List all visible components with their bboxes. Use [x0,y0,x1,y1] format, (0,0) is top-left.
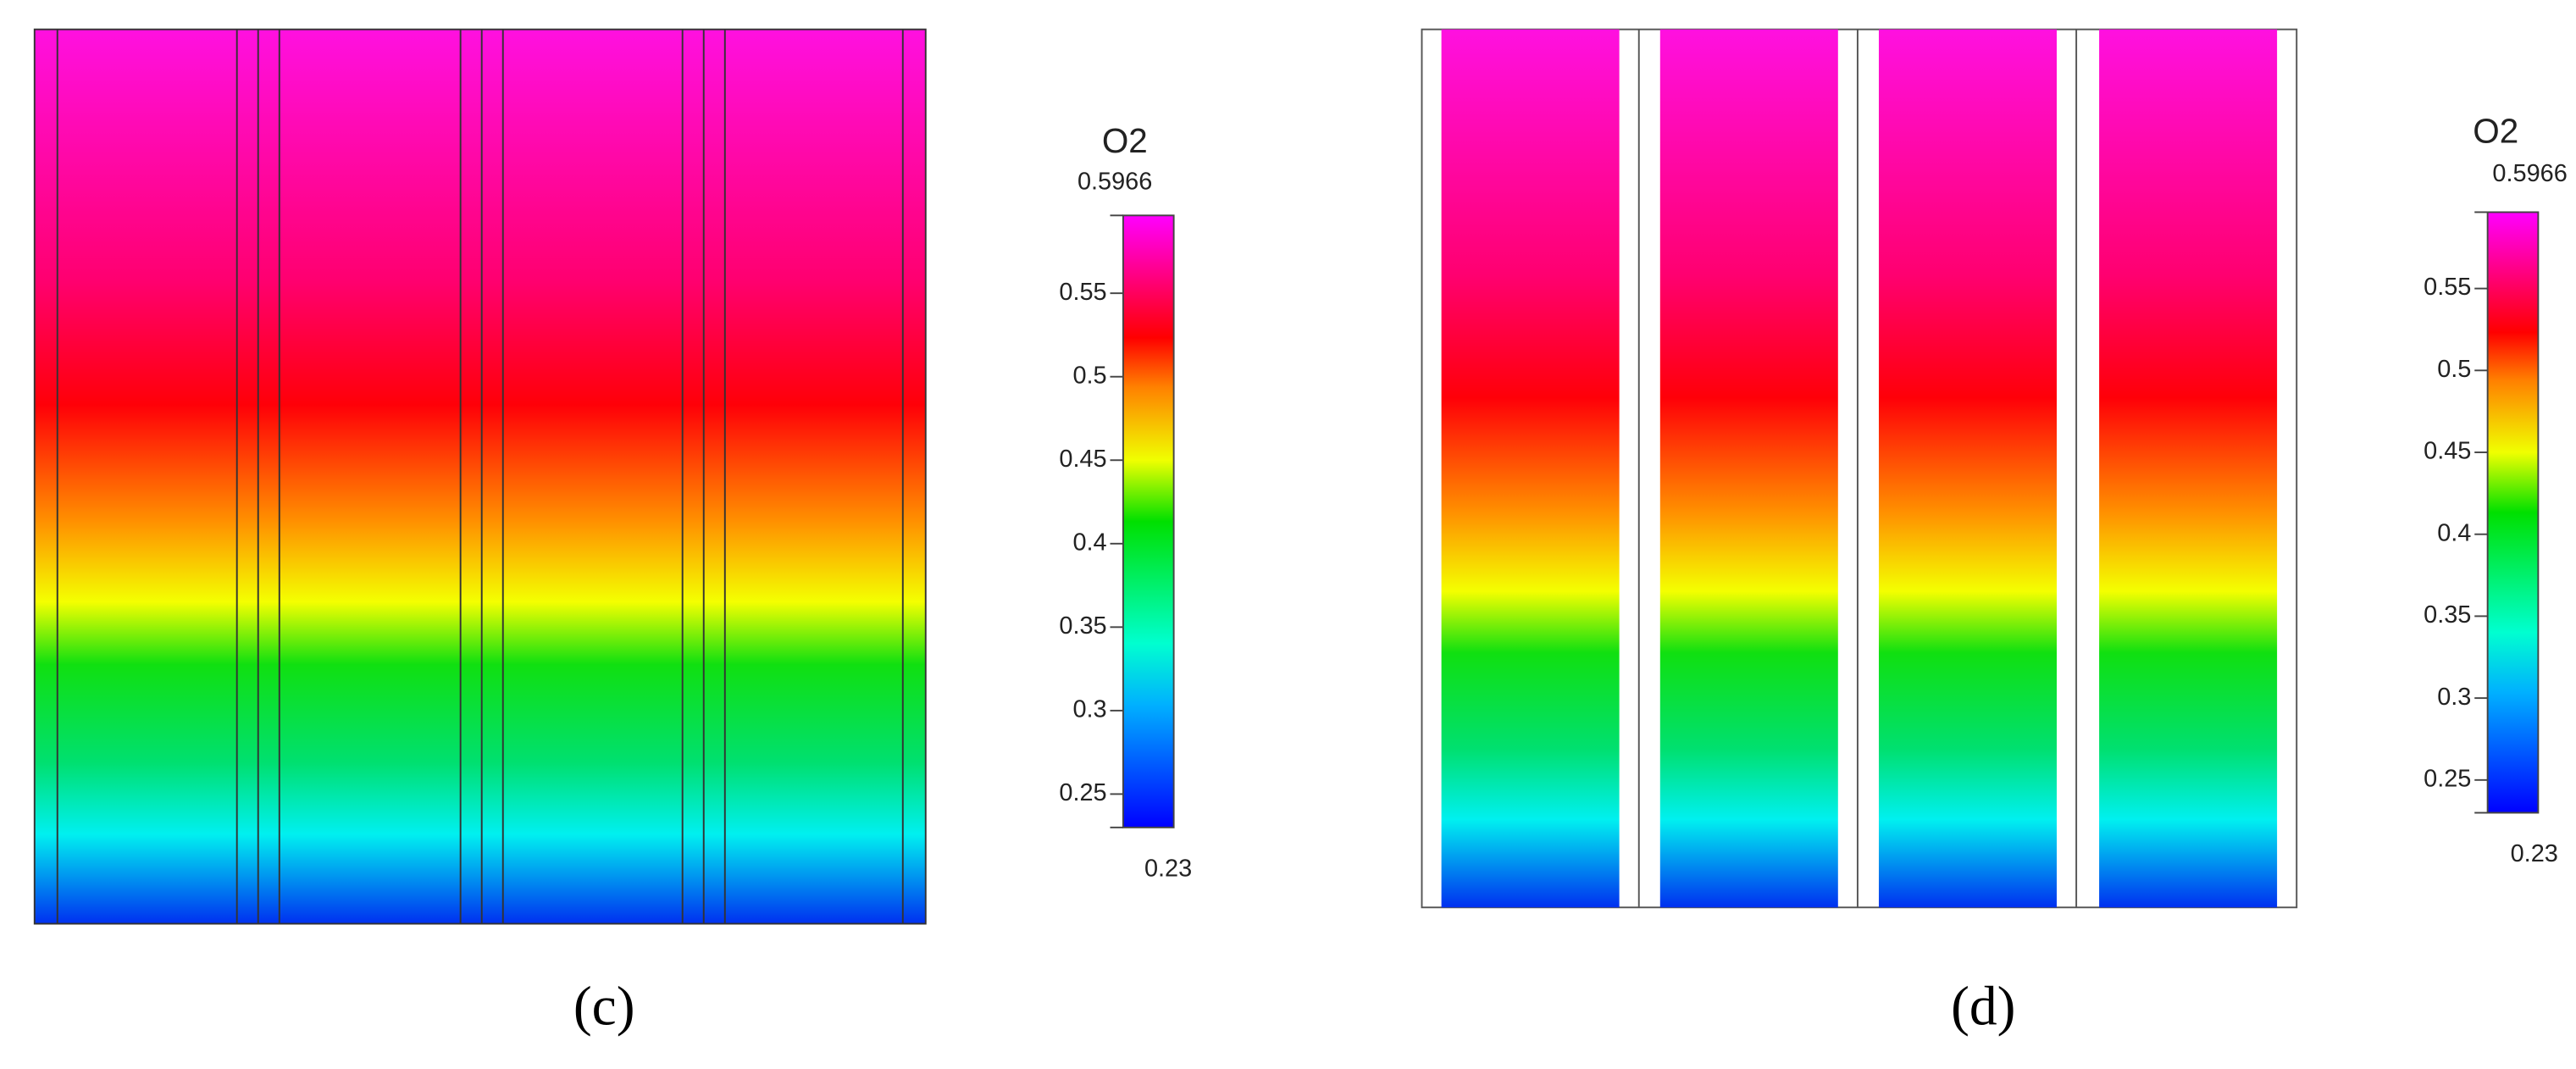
tick-label: 0.25 [1059,779,1106,806]
colorbar [1122,214,1175,828]
tick-label: 0.55 [2424,274,2471,301]
colorbar-title: O2 [2473,112,2518,151]
colorbar-max-label: 0.5966 [2492,160,2567,187]
tick-label: 0.55 [1059,279,1106,306]
colorbar-min-label: 0.23 [2511,840,2558,867]
tick-label: 0.3 [2437,684,2471,711]
colorbar-min-label: 0.23 [1144,856,1192,883]
panel-label: (c) [573,977,635,1038]
tick-label: 0.4 [1072,529,1106,556]
contour-field-c [33,28,927,925]
colorbar [2486,211,2540,814]
tick-label: 0.4 [2437,519,2471,546]
tick-label: 0.25 [2424,765,2471,792]
tick-label: 0.5 [2437,356,2471,383]
tick-label: 0.45 [2424,438,2471,465]
colorbar-max-label: 0.5966 [1077,168,1152,195]
tick-label: 0.5 [1072,362,1106,389]
panel-label: (d) [1951,977,2015,1038]
tick-label: 0.3 [1072,696,1106,723]
colorbar-title: O2 [1102,121,1148,160]
contour-field-d [1421,28,2298,909]
tick-label: 0.45 [1059,446,1106,473]
tick-label: 0.35 [2424,601,2471,629]
tick-label: 0.35 [1059,612,1106,640]
